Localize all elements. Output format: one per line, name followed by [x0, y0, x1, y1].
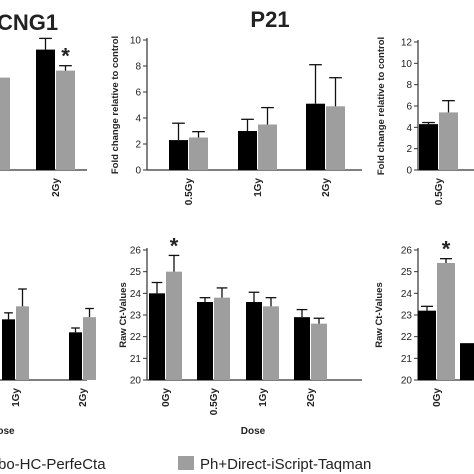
bar-2Gy-series-1	[294, 317, 310, 380]
chart-panel-1: 2Gy *	[0, 37, 87, 197]
bar-2Gy-series-1	[69, 332, 82, 380]
y-tick-label: 26	[130, 246, 142, 257]
y-tick-label: 24	[401, 289, 413, 300]
y-tick-label: 2	[406, 144, 412, 155]
bar-2Gy-series-2	[83, 317, 96, 380]
y-tick-label: 12	[401, 38, 413, 49]
x-tick-label: 2Gy	[51, 178, 62, 197]
y-tick-label: 4	[406, 123, 412, 134]
y-tick-label: 24	[130, 289, 142, 300]
bar-1Gy-series-2	[16, 306, 29, 380]
x-tick-label: 0Gy	[432, 388, 443, 407]
bar-2Gy-series-1	[36, 49, 55, 170]
y-tick-label: 8	[406, 80, 412, 91]
y-tick-label: 8	[135, 62, 141, 73]
bar-2Gy-series-2	[311, 323, 327, 380]
x-tick-label: 1Gy	[258, 388, 269, 407]
bar-0.5Gy-series-2	[439, 112, 458, 170]
x-tick-label: 2Gy	[78, 388, 89, 407]
y-tick-label: 21	[130, 354, 142, 365]
y-tick-label: 20	[401, 376, 413, 387]
bar-0-series-1	[460, 343, 474, 380]
significance-asterisk: *	[61, 44, 70, 69]
bar-1Gy-series-1	[246, 302, 262, 380]
bar-1Gy-series-2	[258, 124, 277, 170]
y-tick-label: 6	[406, 102, 412, 113]
x-tick-label: 0.5Gy	[434, 178, 445, 206]
bar-0Gy-series-1	[418, 310, 436, 380]
bar-0Gy-series-2	[166, 271, 182, 380]
bar-1Gy-series-1	[2, 319, 15, 380]
y-axis-label: Fold change relative to control	[376, 37, 387, 175]
y-tick-label: 10	[401, 59, 413, 70]
x-axis-label: ose	[0, 426, 15, 437]
panel-title-p21: P21	[250, 7, 289, 32]
y-tick-label: 4	[135, 114, 141, 125]
y-tick-label: 0	[135, 166, 141, 177]
x-tick-label: 0.5Gy	[184, 178, 195, 206]
x-tick-label: 1Gy	[11, 388, 22, 407]
significance-asterisk: *	[442, 237, 451, 262]
y-tick-label: 25	[130, 267, 142, 278]
x-tick-label: 0.5Gy	[209, 388, 220, 416]
y-tick-label: 23	[130, 311, 142, 322]
bar-0.5Gy-series-1	[419, 124, 438, 170]
chart-panel-4: 1Gy 2Gy ose	[0, 288, 96, 437]
bar-0.5Gy-series-2	[214, 297, 230, 380]
y-tick-label: 26	[401, 246, 413, 257]
y-tick-label: 22	[401, 332, 413, 343]
legend-label-series-2: Ph+Direct-iScript-Taqman	[200, 456, 371, 473]
panel-title-cng1: CNG1	[0, 10, 58, 35]
y-axis-label: Raw Ct-Values	[118, 282, 129, 347]
y-tick-label: 0	[406, 166, 412, 177]
y-tick-label: 10	[130, 36, 142, 47]
bar-0Gy-series-1	[149, 293, 165, 380]
y-tick-label: 6	[135, 88, 141, 99]
chart-panel-2: 0 2 4 6 8 10 Fold change relative to control 0.…	[110, 36, 362, 206]
bar-2Gy-series-1	[306, 103, 325, 170]
bar-2Gy-series-2	[326, 106, 345, 170]
y-axis-label: Fold change relative to control	[110, 36, 121, 174]
x-axis-label: Dose	[241, 426, 266, 437]
y-tick-label: 2	[135, 140, 141, 151]
x-tick-label: 0Gy	[161, 388, 172, 407]
x-tick-label: 2Gy	[306, 388, 317, 407]
bar-1Gy-series-2	[263, 306, 279, 380]
chart-panel-5: 20 21 22 23 24 25 26 Raw Ct-Values 0Gy 0.5Gy 1Gy 2G…	[118, 233, 362, 437]
bar-0.5Gy-series-2	[189, 137, 208, 170]
bar-2Gy-series-2	[56, 70, 75, 170]
y-tick-label: 22	[130, 332, 142, 343]
bar-0.5Gy-series-1	[197, 302, 213, 380]
legend-swatch-series-2	[178, 456, 194, 470]
bar-0Gy-series-2	[437, 263, 455, 380]
chart-panel-3: 0 2 4 6 8 10 12 Fold change relative to control…	[376, 37, 474, 205]
legend: bo-HC-PerfeCta Ph+Direct-iScript-Taqman	[0, 456, 371, 473]
legend-label-series-1: bo-HC-PerfeCta	[0, 456, 106, 473]
significance-asterisk: *	[170, 233, 179, 258]
bar-cat0-series-2	[0, 77, 10, 170]
bar-1Gy-series-1	[238, 131, 257, 170]
y-tick-label: 25	[401, 267, 413, 278]
y-tick-label: 23	[401, 311, 413, 322]
y-tick-label: 20	[130, 376, 142, 387]
y-tick-label: 21	[401, 354, 413, 365]
x-tick-label: 1Gy	[253, 178, 264, 197]
bar-0.5Gy-series-1	[169, 140, 188, 170]
y-axis-label: Raw Ct-Values	[374, 282, 385, 347]
x-tick-label: 2Gy	[321, 178, 332, 197]
